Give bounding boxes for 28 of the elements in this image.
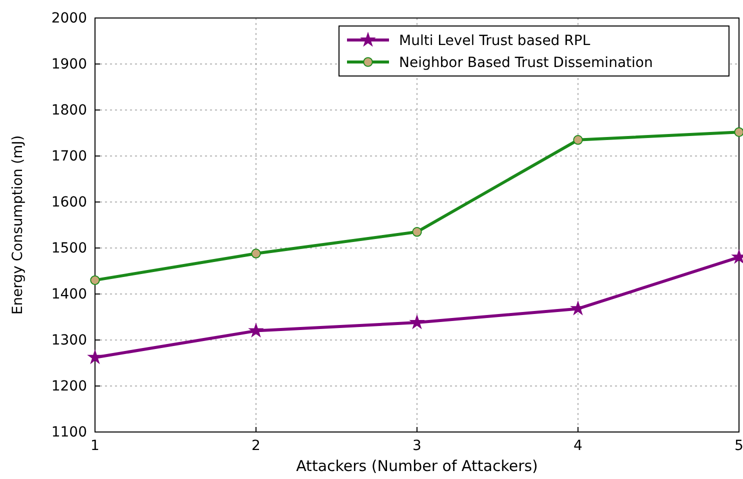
legend-label: Multi Level Trust based RPL bbox=[399, 33, 590, 49]
y-tick-label: 1200 bbox=[51, 378, 87, 394]
x-tick-label: 2 bbox=[252, 438, 260, 454]
y-tick-label: 1100 bbox=[51, 424, 87, 440]
y-tick-label: 1500 bbox=[51, 240, 87, 256]
point bbox=[412, 227, 422, 237]
x-tick-label: 3 bbox=[412, 438, 422, 454]
y-tick-label: 1800 bbox=[51, 102, 87, 118]
y-tick-label: 1700 bbox=[51, 148, 87, 164]
point bbox=[90, 275, 100, 286]
y-tick-label: 1400 bbox=[51, 286, 87, 302]
legend-label: Neighbor Based Trust Dissemination bbox=[399, 55, 653, 71]
point bbox=[734, 127, 743, 137]
point bbox=[88, 350, 102, 364]
x-tick-label: 1 bbox=[90, 438, 100, 454]
point bbox=[410, 315, 424, 328]
y-axis-title: Energy Consumption (mJ) bbox=[10, 135, 26, 315]
y-tick-label: 1600 bbox=[51, 194, 87, 210]
point bbox=[571, 302, 585, 315]
point bbox=[573, 135, 583, 145]
x-tick-label: 5 bbox=[734, 438, 743, 454]
x-axis-title: Attackers (Number of Attackers) bbox=[296, 457, 538, 475]
x-tick-label: 4 bbox=[574, 438, 583, 454]
point bbox=[251, 248, 261, 258]
y-tick-label: 1300 bbox=[51, 332, 87, 348]
y-tick-label: 1900 bbox=[51, 56, 87, 72]
point bbox=[249, 324, 263, 337]
y-tick-label: 2000 bbox=[51, 10, 87, 26]
